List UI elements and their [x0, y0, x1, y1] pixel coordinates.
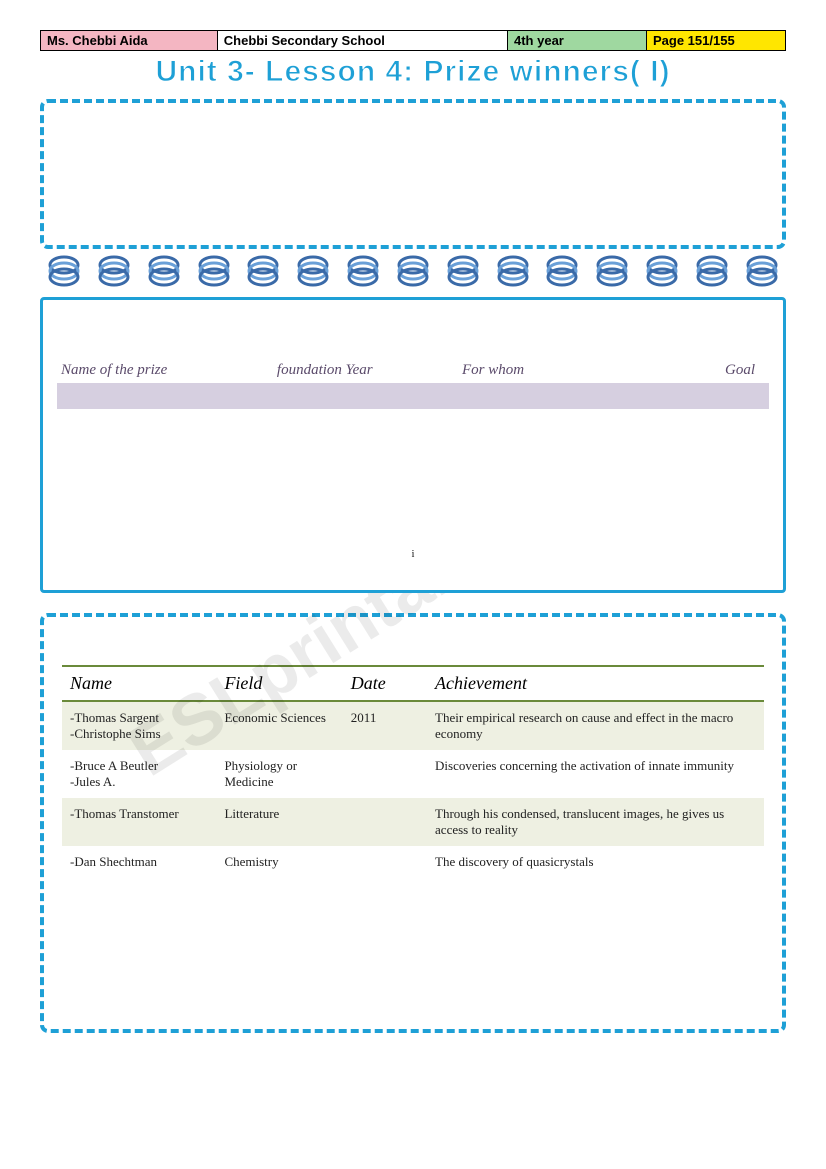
table-cell: -Thomas Transtomer [62, 798, 216, 846]
intro-box [40, 99, 786, 249]
table-cell: Litterature [216, 798, 342, 846]
spiral-ring-icon [592, 255, 632, 289]
spiral-binding [40, 255, 786, 289]
table-row: -Dan ShechtmanChemistry The discovery of … [62, 846, 764, 878]
prize-header-goal: Goal [662, 362, 765, 379]
spiral-ring-icon [194, 255, 234, 289]
spiral-ring-icon [393, 255, 433, 289]
table-row: -Thomas TranstomerLitterature Through his… [62, 798, 764, 846]
spiral-ring-icon [542, 255, 582, 289]
header-bar: Ms. Chebbi Aida Chebbi Secondary School … [40, 30, 786, 51]
table-row: -Thomas Sargent -Christophe SimsEconomic… [62, 701, 764, 750]
table-cell: Physiology or Medicine [216, 750, 342, 798]
header-school: Chebbi Secondary School [218, 31, 508, 50]
prize-header-year: foundation Year [277, 362, 462, 379]
table-cell [343, 798, 427, 846]
spiral-ring-icon [742, 255, 782, 289]
header-year: 4th year [508, 31, 647, 50]
tiny-mark: i [57, 549, 769, 560]
achievements-box: Name Field Date Achievement -Thomas Sarg… [40, 613, 786, 1033]
page-title: Unit 3- Lesson 4: Prize winners( I) [40, 55, 786, 89]
col-achievement: Achievement [427, 666, 764, 701]
prize-headers-row: Name of the prize foundation Year For wh… [57, 356, 769, 383]
prize-header-name: Name of the prize [61, 362, 277, 379]
prize-table-box: Name of the prize foundation Year For wh… [40, 297, 786, 593]
achievements-table: Name Field Date Achievement -Thomas Sarg… [62, 665, 764, 878]
table-cell: -Thomas Sargent -Christophe Sims [62, 701, 216, 750]
spiral-ring-icon [293, 255, 333, 289]
spiral-ring-icon [493, 255, 533, 289]
table-cell: Discoveries concerning the activation of… [427, 750, 764, 798]
table-row: -Bruce A Beutler -Jules A.Physiology or … [62, 750, 764, 798]
prize-band [57, 383, 769, 409]
header-teacher: Ms. Chebbi Aida [41, 31, 218, 50]
spiral-ring-icon [642, 255, 682, 289]
table-cell: Through his condensed, translucent image… [427, 798, 764, 846]
table-cell: The discovery of quasicrystals [427, 846, 764, 878]
table-cell: Their empirical research on cause and ef… [427, 701, 764, 750]
spiral-ring-icon [343, 255, 383, 289]
table-cell: Economic Sciences [216, 701, 342, 750]
col-name: Name [62, 666, 216, 701]
achievements-body: -Thomas Sargent -Christophe SimsEconomic… [62, 701, 764, 878]
table-cell [343, 750, 427, 798]
spiral-ring-icon [692, 255, 732, 289]
table-cell: Chemistry [216, 846, 342, 878]
col-field: Field [216, 666, 342, 701]
spiral-ring-icon [443, 255, 483, 289]
table-cell: -Dan Shechtman [62, 846, 216, 878]
header-page: Page 151/155 [647, 31, 785, 50]
spiral-ring-icon [44, 255, 84, 289]
table-cell: -Bruce A Beutler -Jules A. [62, 750, 216, 798]
spiral-ring-icon [94, 255, 134, 289]
table-cell: 2011 [343, 701, 427, 750]
col-date: Date [343, 666, 427, 701]
prize-header-whom: For whom [462, 362, 662, 379]
spiral-ring-icon [243, 255, 283, 289]
spiral-ring-icon [144, 255, 184, 289]
table-cell [343, 846, 427, 878]
achievements-header-row: Name Field Date Achievement [62, 666, 764, 701]
